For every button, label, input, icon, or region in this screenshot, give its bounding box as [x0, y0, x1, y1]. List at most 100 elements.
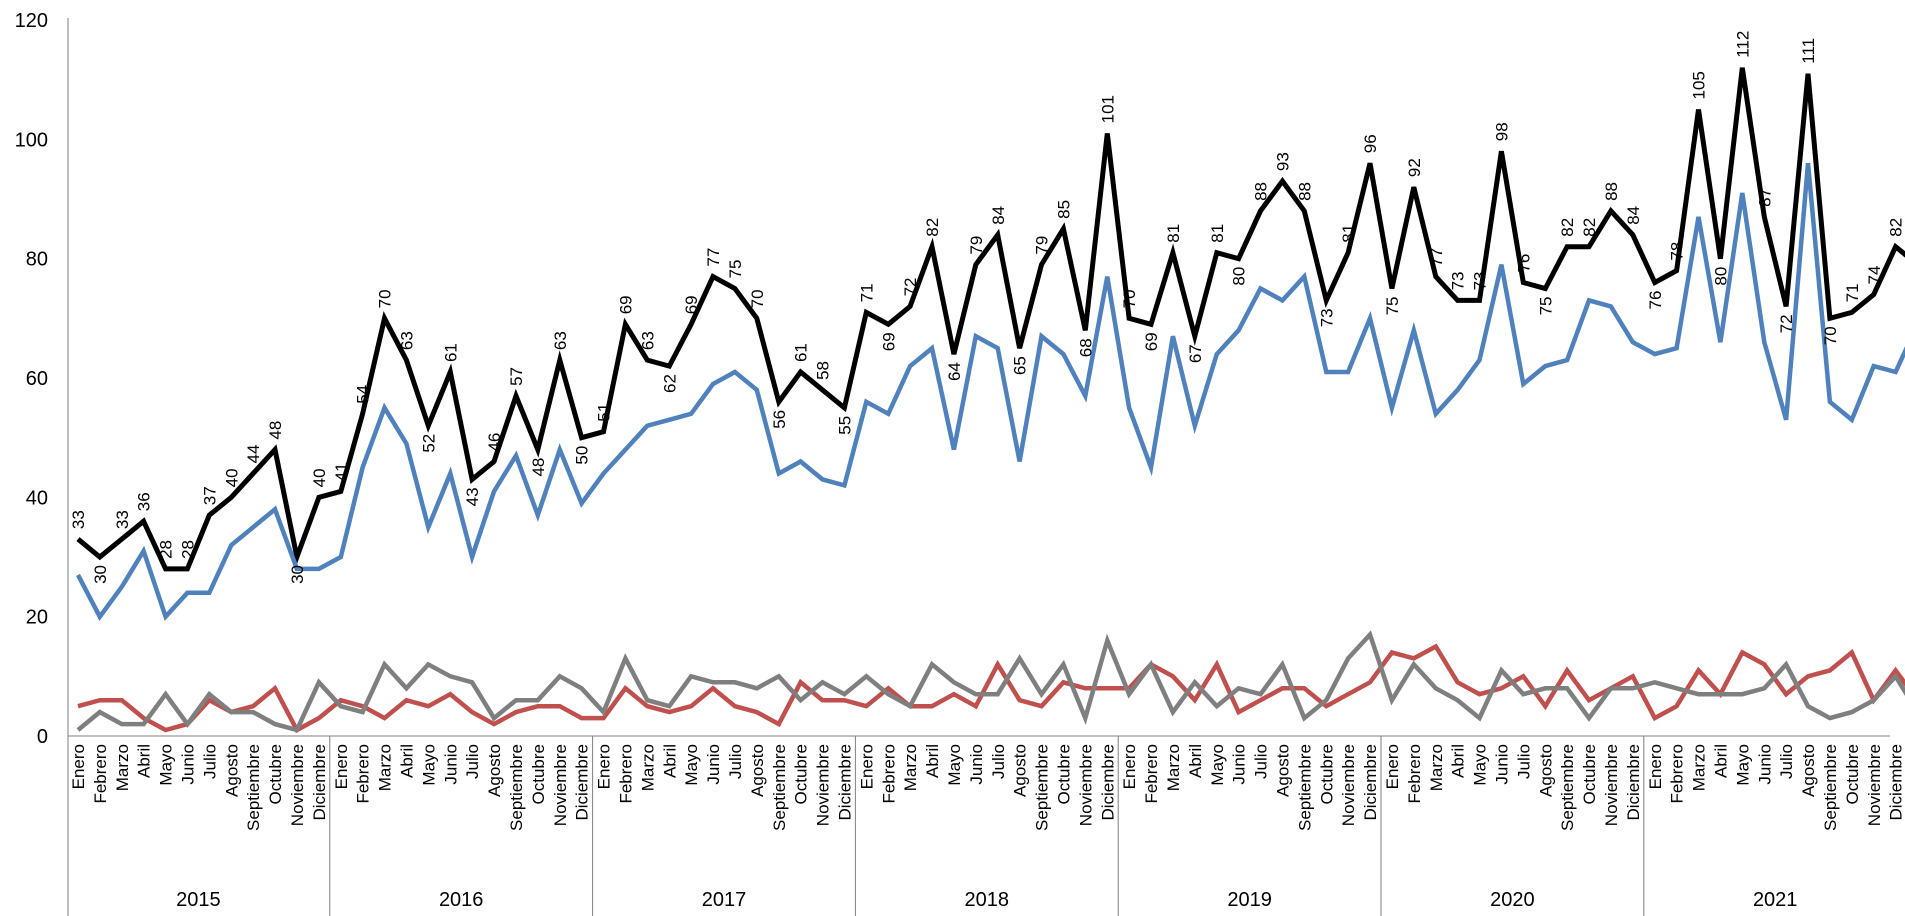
data-label: 96: [1361, 134, 1380, 153]
x-tick-label: Marzo: [1690, 744, 1709, 791]
data-label: 73: [1317, 308, 1336, 327]
x-tick-label: Marzo: [113, 744, 132, 791]
data-label: 50: [573, 446, 592, 465]
data-label: 61: [792, 343, 811, 362]
x-tick-label: Octubre: [1317, 744, 1336, 804]
data-label: 62: [660, 374, 679, 393]
x-tick-label: Enero: [1120, 744, 1139, 789]
data-label: 80: [1230, 267, 1249, 286]
data-label: 84: [1624, 206, 1643, 225]
data-label: 70: [376, 289, 395, 308]
x-tick-label: Marzo: [1427, 744, 1446, 791]
x-tick-label: Marzo: [376, 744, 395, 791]
chart-series: [76, 67, 1905, 734]
series-line-4: [76, 630, 1905, 733]
x-tick-label: Septiembre: [244, 744, 263, 831]
data-label: 81: [1164, 224, 1183, 243]
x-tick-label: Agosto: [222, 744, 241, 797]
x-tick-label: Noviembre: [1339, 744, 1358, 826]
year-label: 2019: [1227, 889, 1272, 911]
x-tick-label: Julio: [1514, 744, 1533, 779]
year-label: 2021: [1753, 889, 1798, 911]
x-tick-label: Abril: [1186, 744, 1205, 778]
x-tick-label: Noviembre: [1076, 744, 1095, 826]
data-label: 82: [1558, 218, 1577, 237]
data-label: 73: [1449, 272, 1468, 291]
x-tick-label: Agosto: [1011, 744, 1030, 797]
x-tick-label: Junio: [178, 744, 197, 785]
data-label: 48: [266, 421, 285, 440]
x-tick-label: Enero: [69, 744, 88, 789]
data-label: 76: [1646, 291, 1665, 310]
data-label: 33: [69, 510, 88, 529]
data-label: 43: [463, 487, 482, 506]
x-tick-label: Febrero: [1142, 744, 1161, 804]
x-tick-label: Septiembre: [770, 744, 789, 831]
x-tick-label: Febrero: [354, 744, 373, 804]
x-tick-label: Mayo: [1733, 744, 1752, 786]
x-tick-label: Abril: [1449, 744, 1468, 778]
data-label: 63: [397, 331, 416, 350]
x-tick-label: Mayo: [419, 744, 438, 786]
data-label: 37: [200, 486, 219, 505]
data-label: 85: [1054, 200, 1073, 219]
x-tick-label: Marzo: [638, 744, 657, 791]
data-label: 105: [1690, 71, 1709, 99]
x-tick-label: Marzo: [1164, 744, 1183, 791]
data-label: 77: [1427, 248, 1446, 267]
data-label: 82: [1887, 218, 1905, 237]
series-line-2: [76, 162, 1905, 622]
x-tick-label: Enero: [595, 744, 614, 789]
data-label: 70: [1821, 326, 1840, 345]
x-tick-label: Enero: [1646, 744, 1665, 789]
data-label: 75: [1383, 297, 1402, 316]
x-tick-label: Julio: [200, 744, 219, 779]
data-label: 81: [1208, 224, 1227, 243]
x-tick-label: Enero: [332, 744, 351, 789]
x-tick-label: Febrero: [879, 744, 898, 804]
data-label: 56: [770, 410, 789, 429]
data-label: 72: [1777, 314, 1796, 333]
y-tick-label: 40: [26, 487, 48, 509]
x-tick-label: Diciembre: [1098, 744, 1117, 821]
x-tick-label: Agosto: [1273, 744, 1292, 797]
data-label: 65: [1011, 356, 1030, 375]
data-label: 73: [1471, 272, 1490, 291]
data-label: 46: [485, 433, 504, 452]
data-label: 33: [113, 510, 132, 529]
data-label: 111: [1799, 38, 1818, 64]
y-tick-label: 20: [26, 607, 48, 629]
y-tick-label: 100: [15, 129, 48, 151]
data-label: 69: [616, 295, 635, 314]
x-tick-label: Mayo: [1471, 744, 1490, 786]
x-tick-label: Agosto: [485, 744, 504, 797]
x-tick-label: Junio: [1230, 744, 1249, 785]
data-label: 87: [1755, 188, 1774, 207]
data-label: 71: [857, 283, 876, 302]
data-label: 48: [529, 458, 548, 477]
x-tick-label: Octubre: [1054, 744, 1073, 804]
x-tick-label: Mayo: [945, 744, 964, 786]
x-tick-label: Abril: [660, 744, 679, 778]
x-tick-label: Mayo: [682, 744, 701, 786]
x-tick-label: Agosto: [1536, 744, 1555, 797]
data-label: 80: [1711, 267, 1730, 286]
x-tick-label: Noviembre: [814, 744, 833, 826]
data-label: 78: [1668, 242, 1687, 261]
data-label: 69: [682, 295, 701, 314]
x-tick-label: Febrero: [616, 744, 635, 804]
data-label: 88: [1295, 182, 1314, 201]
data-label: 92: [1405, 158, 1424, 177]
data-label: 64: [945, 362, 964, 381]
data-label: 88: [1252, 182, 1271, 201]
data-label: 54: [354, 385, 373, 404]
x-tick-label: Julio: [726, 744, 745, 779]
x-tick-label: Febrero: [91, 744, 110, 804]
year-label: 2015: [176, 889, 221, 911]
data-label: 69: [879, 332, 898, 351]
data-label: 77: [704, 248, 723, 267]
x-tick-label: Noviembre: [288, 744, 307, 826]
data-label: 79: [1033, 236, 1052, 255]
x-tick-label: Agosto: [1799, 744, 1818, 797]
